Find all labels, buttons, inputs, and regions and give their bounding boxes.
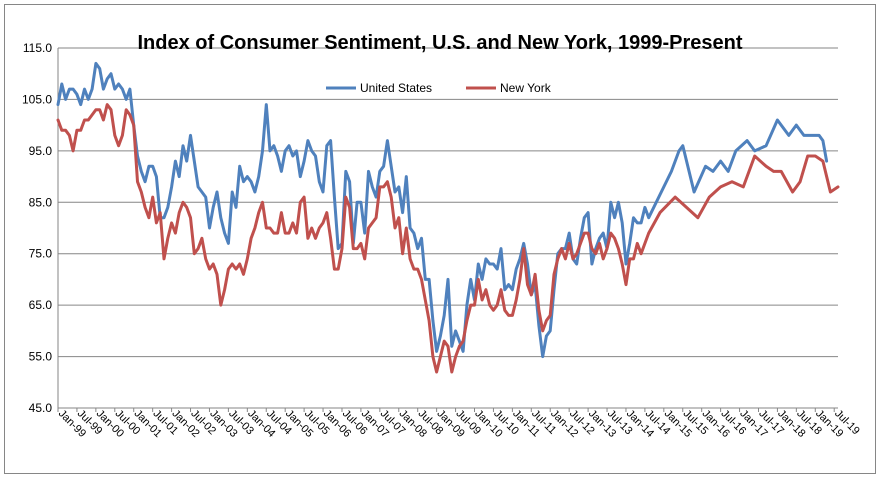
chart-title: Index of Consumer Sentiment, U.S. and Ne…	[138, 32, 743, 54]
y-tick-label: 105.0	[22, 92, 52, 106]
y-tick-label: 65.0	[29, 298, 53, 312]
series-line-united-states	[56, 61, 829, 359]
y-axis: 45.0 55.0 65.0 75.0 85.0 95.0 105.0 115.0	[22, 41, 59, 415]
y-tick-label: 115.0	[23, 41, 52, 55]
series-lines	[56, 61, 840, 374]
series-line-new-york	[56, 103, 840, 374]
y-tick-label: 95.0	[29, 144, 53, 158]
chart-frame	[4, 4, 876, 474]
y-tick-label: 45.0	[29, 401, 53, 415]
legend: United States New York	[326, 81, 552, 95]
y-tick-label: 85.0	[29, 195, 53, 209]
y-tick-label: 55.0	[29, 350, 53, 364]
y-tick-label: 75.0	[29, 247, 53, 261]
legend-label: United States	[360, 81, 432, 95]
legend-label: New York	[500, 81, 552, 95]
x-axis: Jan-99Jul-99Jan-00Jul-00Jan-01Jul-01Jan-…	[56, 407, 862, 440]
